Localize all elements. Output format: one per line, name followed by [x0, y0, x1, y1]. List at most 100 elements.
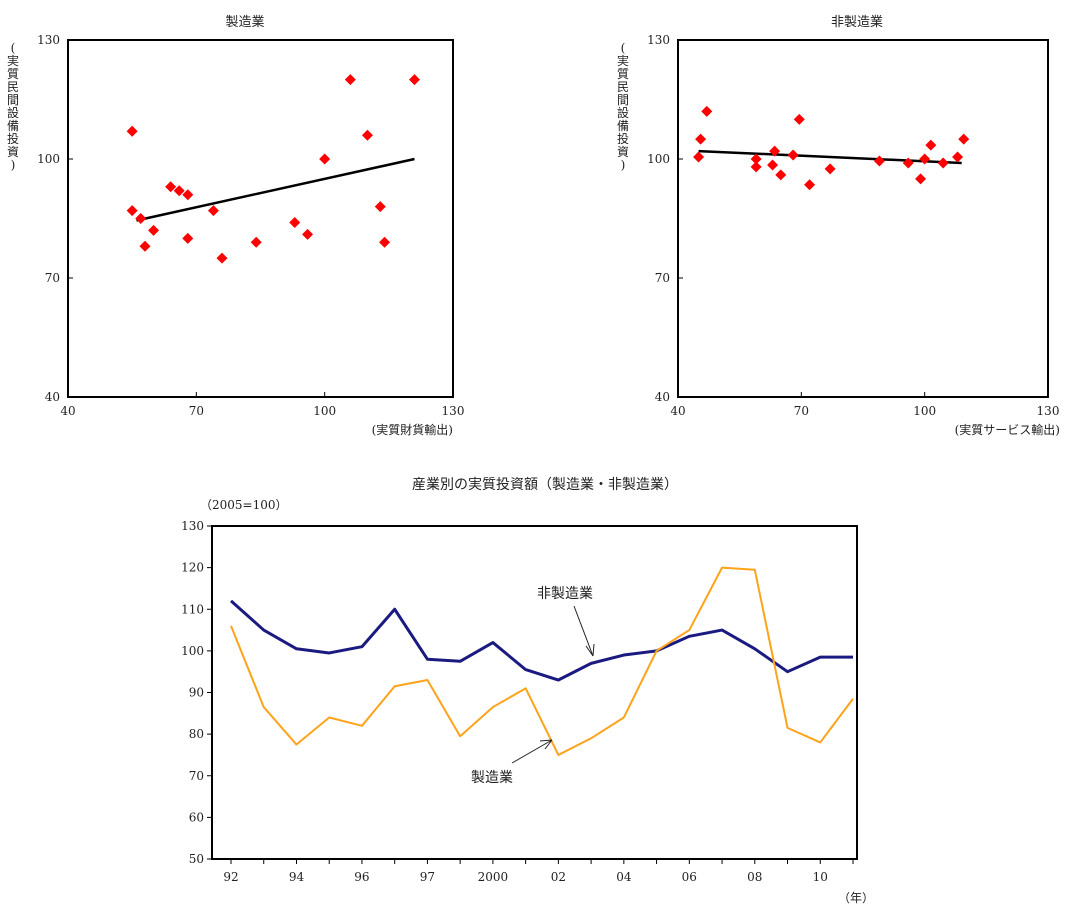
- x-tick-label: 130: [1037, 404, 1060, 418]
- y-tick-label: 70: [655, 271, 670, 285]
- chart-title: 製造業: [225, 14, 264, 30]
- scatter-point: [937, 157, 949, 169]
- scatter-point: [409, 74, 420, 86]
- y-axis-label-char: 投: [7, 131, 19, 146]
- y-tick-label: 130: [37, 33, 60, 47]
- y-axis-label-char: 間: [617, 93, 629, 107]
- scatter-point: [374, 201, 386, 213]
- x-tick-label: 97: [420, 870, 435, 884]
- series-label-nonmanufacturing: 非製造業: [537, 586, 593, 602]
- scatter-point: [379, 236, 391, 248]
- x-tick-label: 96: [354, 870, 369, 884]
- y-tick-label: 70: [45, 271, 60, 285]
- scatter-point: [135, 213, 147, 224]
- trendline: [136, 157, 415, 222]
- x-axis-label: (実質サービス輸出): [955, 422, 1060, 437]
- y-tick-label: 120: [181, 561, 204, 575]
- y-axis-label-char: 資: [7, 145, 19, 159]
- scatter-point: [182, 189, 194, 201]
- scatter-point: [701, 105, 713, 117]
- x-tick-label: 130: [442, 404, 465, 418]
- scatter-point: [787, 149, 799, 161]
- y-axis-label-char: 投: [617, 131, 629, 146]
- x-axis-unit-label: （年）: [838, 891, 874, 905]
- scatter-point: [824, 163, 836, 175]
- scatter-point: [750, 161, 762, 173]
- x-tick-label: 02: [551, 870, 566, 884]
- scatter-point: [952, 151, 964, 163]
- y-axis-label-char: 間: [7, 93, 19, 107]
- y-axis-label-char: 民: [7, 80, 19, 94]
- scatter-point: [361, 129, 373, 141]
- plot-area-frame: [677, 39, 1049, 398]
- y-axis-label-char: 備: [617, 118, 629, 133]
- x-axis-label: (実質財貨輸出): [372, 422, 453, 437]
- y-axis-unit-label: （2005=100）: [200, 498, 288, 512]
- y-tick-label: 100: [181, 644, 204, 658]
- scatter-point: [750, 153, 762, 165]
- scatter-point: [695, 133, 707, 145]
- y-axis-label-char: (: [621, 41, 626, 55]
- y-tick-label: 60: [189, 810, 204, 824]
- x-tick-label: 94: [289, 870, 305, 884]
- y-axis-label-char: ): [621, 158, 626, 172]
- y-axis-label-char: 設: [617, 105, 629, 120]
- y-tick-label: 90: [189, 686, 204, 700]
- y-tick-label: 100: [647, 152, 670, 166]
- x-tick-label: 04: [616, 870, 632, 884]
- x-tick-label: 70: [189, 404, 204, 418]
- y-axis-label-char: (: [11, 41, 16, 55]
- series-line-nonmanufacturing: [230, 599, 853, 682]
- chart-title: 非製造業: [831, 14, 883, 30]
- annotation-arrow-shaft: [573, 605, 594, 657]
- y-tick-label: 130: [181, 519, 204, 533]
- scatter-point: [804, 179, 816, 191]
- scatter-point: [148, 224, 160, 236]
- scatter-point: [207, 205, 219, 217]
- scatter-point: [126, 125, 138, 137]
- y-axis-label-char: 設: [7, 105, 19, 120]
- y-tick-label: 40: [45, 390, 60, 404]
- y-tick-label: 80: [189, 727, 204, 741]
- x-tick-label: 06: [682, 870, 697, 884]
- y-axis-label-char: 質: [7, 66, 19, 81]
- scatter-point: [958, 133, 970, 145]
- scatter-point: [915, 173, 927, 185]
- x-tick-label: 92: [223, 870, 238, 884]
- annotation-arrow-shaft: [511, 739, 553, 764]
- y-tick-label: 40: [655, 390, 670, 404]
- scatter-point: [902, 157, 914, 169]
- scatter-point: [925, 139, 937, 151]
- scatter-point: [289, 216, 301, 228]
- y-axis-label-char: 質: [617, 66, 629, 81]
- y-tick-label: 110: [181, 602, 204, 616]
- scatter-point: [769, 145, 781, 157]
- scatter-point: [216, 252, 228, 264]
- plot-area-frame: [67, 39, 454, 398]
- scatter-point: [182, 232, 194, 244]
- scatter-point: [873, 155, 885, 167]
- annotation-arrow-head: [539, 739, 553, 750]
- scatter-point: [173, 185, 185, 197]
- plot-area-frame: [211, 525, 858, 860]
- x-tick-label: 70: [794, 404, 809, 418]
- y-tick-label: 50: [189, 852, 204, 866]
- y-tick-label: 130: [647, 33, 670, 47]
- x-tick-label: 100: [313, 404, 336, 418]
- y-axis-label-char: ): [11, 158, 16, 172]
- annotation-arrow-head: [585, 643, 595, 657]
- series-label-manufacturing: 製造業: [471, 770, 513, 786]
- y-axis-label-char: 備: [7, 118, 19, 133]
- y-axis-label-char: 実: [7, 53, 19, 68]
- y-axis-label-char: 実: [617, 53, 629, 68]
- scatter-point: [126, 205, 138, 217]
- scatter-point: [165, 181, 177, 193]
- x-tick-label: 40: [670, 404, 685, 418]
- x-tick-label: 10: [813, 870, 828, 884]
- scatter-point: [319, 153, 331, 165]
- chart-title: 産業別の実質投資額（製造業・非製造業）: [412, 477, 678, 493]
